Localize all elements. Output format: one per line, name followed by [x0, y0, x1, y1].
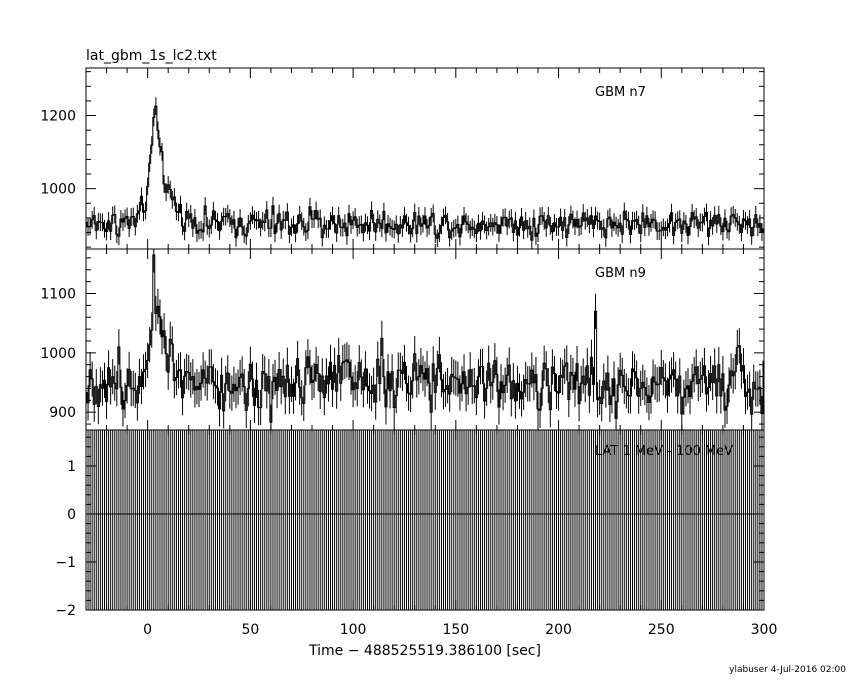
y-tick-label: −1	[55, 555, 76, 571]
y-tick-label: 1100	[40, 287, 76, 303]
panel-plot-area	[86, 430, 764, 610]
panel-label-gbm-n7: GBM n7	[595, 85, 646, 100]
panel-frame	[85, 429, 765, 611]
x-tick-label: 0	[143, 622, 152, 638]
panel-plot-area	[86, 249, 764, 430]
x-tick-label: 50	[241, 622, 259, 638]
x-tick-label: 150	[442, 622, 469, 638]
y-tick-label: −2	[55, 603, 76, 619]
y-tick-label: 0	[67, 507, 76, 523]
chart-title: lat_gbm_1s_lc2.txt	[86, 48, 217, 64]
x-tick-label: 300	[751, 622, 778, 638]
panel-lat: LAT 1 MeV - 100 MeV −2−101	[55, 429, 765, 619]
x-tick-label: 200	[545, 622, 572, 638]
panel-label-gbm-n9: GBM n9	[595, 266, 646, 281]
y-tick-label: 1	[67, 459, 76, 475]
series-line	[86, 105, 764, 241]
x-axis: 0 50 100 150 200 250 300	[143, 622, 777, 638]
footer-credit: ylabuser 4-Jul-2016 02:00	[729, 665, 846, 675]
y-tick-label: 1000	[40, 182, 76, 198]
y-tick-label: 900	[49, 405, 76, 421]
y-tick-label: 1000	[40, 346, 76, 362]
x-tick-label: 250	[648, 622, 675, 638]
y-tick-label: 1200	[40, 109, 76, 125]
panel-frame	[85, 248, 765, 431]
series-line	[86, 254, 764, 423]
x-axis-label: Time − 488525519.386100 [sec]	[308, 643, 541, 659]
panel-plot-area	[86, 97, 764, 249]
panel-gbm-n9: GBM n9 900 1000 1100	[40, 248, 765, 431]
x-tick-label: 100	[340, 622, 367, 638]
panel-gbm-n7: GBM n7 1000 1200	[40, 67, 765, 250]
